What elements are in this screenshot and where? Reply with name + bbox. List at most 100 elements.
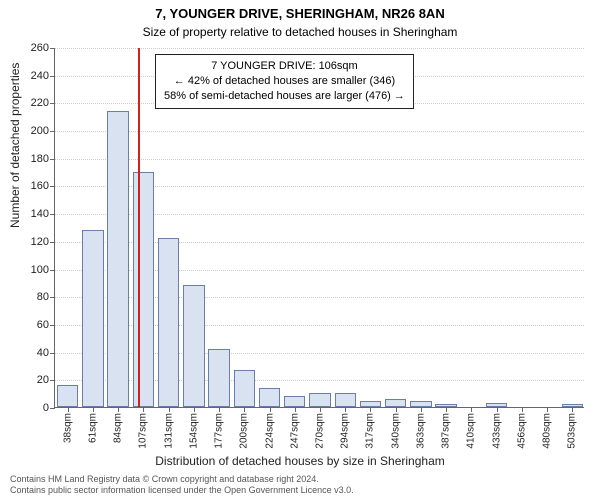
x-tick-mark: [522, 407, 523, 412]
histogram-bar: [82, 230, 103, 407]
x-tick-mark: [169, 407, 170, 412]
y-tick-mark: [50, 76, 55, 77]
x-tick-label: 247sqm: [289, 413, 300, 449]
histogram-bar: [183, 285, 204, 407]
y-tick-mark: [50, 48, 55, 49]
y-tick-label: 100: [31, 264, 49, 276]
histogram-bar: [385, 399, 406, 407]
x-tick-label: 270sqm: [315, 413, 326, 449]
x-tick-label: 480sqm: [542, 413, 553, 449]
x-tick-mark: [93, 407, 94, 412]
y-tick-label: 240: [31, 70, 49, 82]
x-tick-label: 38sqm: [62, 413, 73, 443]
x-tick-label: 131sqm: [163, 413, 174, 449]
grid-line: [55, 48, 584, 49]
histogram-bar: [158, 238, 179, 407]
y-tick-mark: [50, 159, 55, 160]
histogram-bar: [107, 111, 128, 407]
y-tick-mark: [50, 214, 55, 215]
histogram-bar: [208, 349, 229, 407]
annotation-line-3: 58% of semi-detached houses are larger (…: [164, 89, 405, 104]
chart-subtitle: Size of property relative to detached ho…: [0, 23, 600, 39]
x-tick-label: 317sqm: [365, 413, 376, 449]
x-tick-mark: [497, 407, 498, 412]
x-tick-mark: [547, 407, 548, 412]
y-tick-mark: [50, 380, 55, 381]
x-tick-label: 107sqm: [138, 413, 149, 449]
x-tick-label: 410sqm: [466, 413, 477, 449]
x-tick-label: 177sqm: [214, 413, 225, 449]
x-tick-mark: [396, 407, 397, 412]
y-tick-label: 200: [31, 125, 49, 137]
x-tick-mark: [295, 407, 296, 412]
x-tick-label: 433sqm: [491, 413, 502, 449]
histogram-bar: [335, 393, 356, 407]
footer-line-2: Contains public sector information licen…: [10, 485, 354, 496]
x-tick-mark: [320, 407, 321, 412]
x-tick-label: 200sqm: [239, 413, 250, 449]
y-tick-label: 20: [37, 374, 49, 386]
annotation-line-2: ← 42% of detached houses are smaller (34…: [164, 74, 405, 89]
grid-line: [55, 159, 584, 160]
x-tick-mark: [345, 407, 346, 412]
x-tick-mark: [270, 407, 271, 412]
y-axis-label: Number of detached properties: [8, 63, 22, 228]
x-tick-label: 363sqm: [415, 413, 426, 449]
y-tick-label: 60: [37, 319, 49, 331]
y-tick-label: 180: [31, 153, 49, 165]
histogram-bar: [284, 396, 305, 407]
y-tick-mark: [50, 408, 55, 409]
property-size-histogram: 7, YOUNGER DRIVE, SHERINGHAM, NR26 8AN S…: [0, 0, 600, 500]
x-tick-label: 456sqm: [516, 413, 527, 449]
y-tick-mark: [50, 325, 55, 326]
y-tick-label: 140: [31, 208, 49, 220]
plot-area: 7 YOUNGER DRIVE: 106sqm ← 42% of detache…: [54, 48, 584, 408]
footer-line-1: Contains HM Land Registry data © Crown c…: [10, 474, 354, 485]
y-tick-label: 260: [31, 42, 49, 54]
x-tick-mark: [118, 407, 119, 412]
y-tick-mark: [50, 353, 55, 354]
x-tick-mark: [194, 407, 195, 412]
x-tick-label: 84sqm: [113, 413, 124, 443]
property-marker-line: [138, 48, 140, 407]
x-tick-mark: [143, 407, 144, 412]
x-tick-mark: [471, 407, 472, 412]
x-tick-label: 503sqm: [567, 413, 578, 449]
y-tick-mark: [50, 242, 55, 243]
x-tick-label: 154sqm: [188, 413, 199, 449]
y-tick-mark: [50, 297, 55, 298]
grid-line: [55, 131, 584, 132]
y-tick-label: 80: [37, 291, 49, 303]
x-tick-mark: [446, 407, 447, 412]
y-tick-label: 160: [31, 180, 49, 192]
histogram-bar: [259, 388, 280, 407]
x-tick-mark: [421, 407, 422, 412]
y-tick-label: 120: [31, 236, 49, 248]
chart-title: 7, YOUNGER DRIVE, SHERINGHAM, NR26 8AN: [0, 0, 600, 23]
x-tick-label: 294sqm: [340, 413, 351, 449]
y-tick-mark: [50, 270, 55, 271]
x-tick-mark: [572, 407, 573, 412]
y-tick-mark: [50, 131, 55, 132]
histogram-bar: [309, 393, 330, 407]
x-tick-label: 224sqm: [264, 413, 275, 449]
y-tick-label: 0: [43, 402, 49, 414]
y-tick-mark: [50, 186, 55, 187]
histogram-bar: [234, 370, 255, 407]
x-tick-label: 61sqm: [87, 413, 98, 443]
annotation-box: 7 YOUNGER DRIVE: 106sqm ← 42% of detache…: [155, 54, 414, 109]
footer-attribution: Contains HM Land Registry data © Crown c…: [10, 474, 354, 496]
x-tick-label: 340sqm: [390, 413, 401, 449]
y-tick-mark: [50, 103, 55, 104]
y-tick-label: 220: [31, 97, 49, 109]
x-tick-mark: [244, 407, 245, 412]
histogram-bar: [133, 172, 154, 407]
y-tick-label: 40: [37, 347, 49, 359]
x-tick-mark: [370, 407, 371, 412]
x-tick-mark: [219, 407, 220, 412]
x-axis-label: Distribution of detached houses by size …: [0, 454, 600, 468]
x-tick-label: 387sqm: [441, 413, 452, 449]
x-tick-mark: [68, 407, 69, 412]
annotation-line-1: 7 YOUNGER DRIVE: 106sqm: [164, 59, 405, 74]
histogram-bar: [57, 385, 78, 407]
